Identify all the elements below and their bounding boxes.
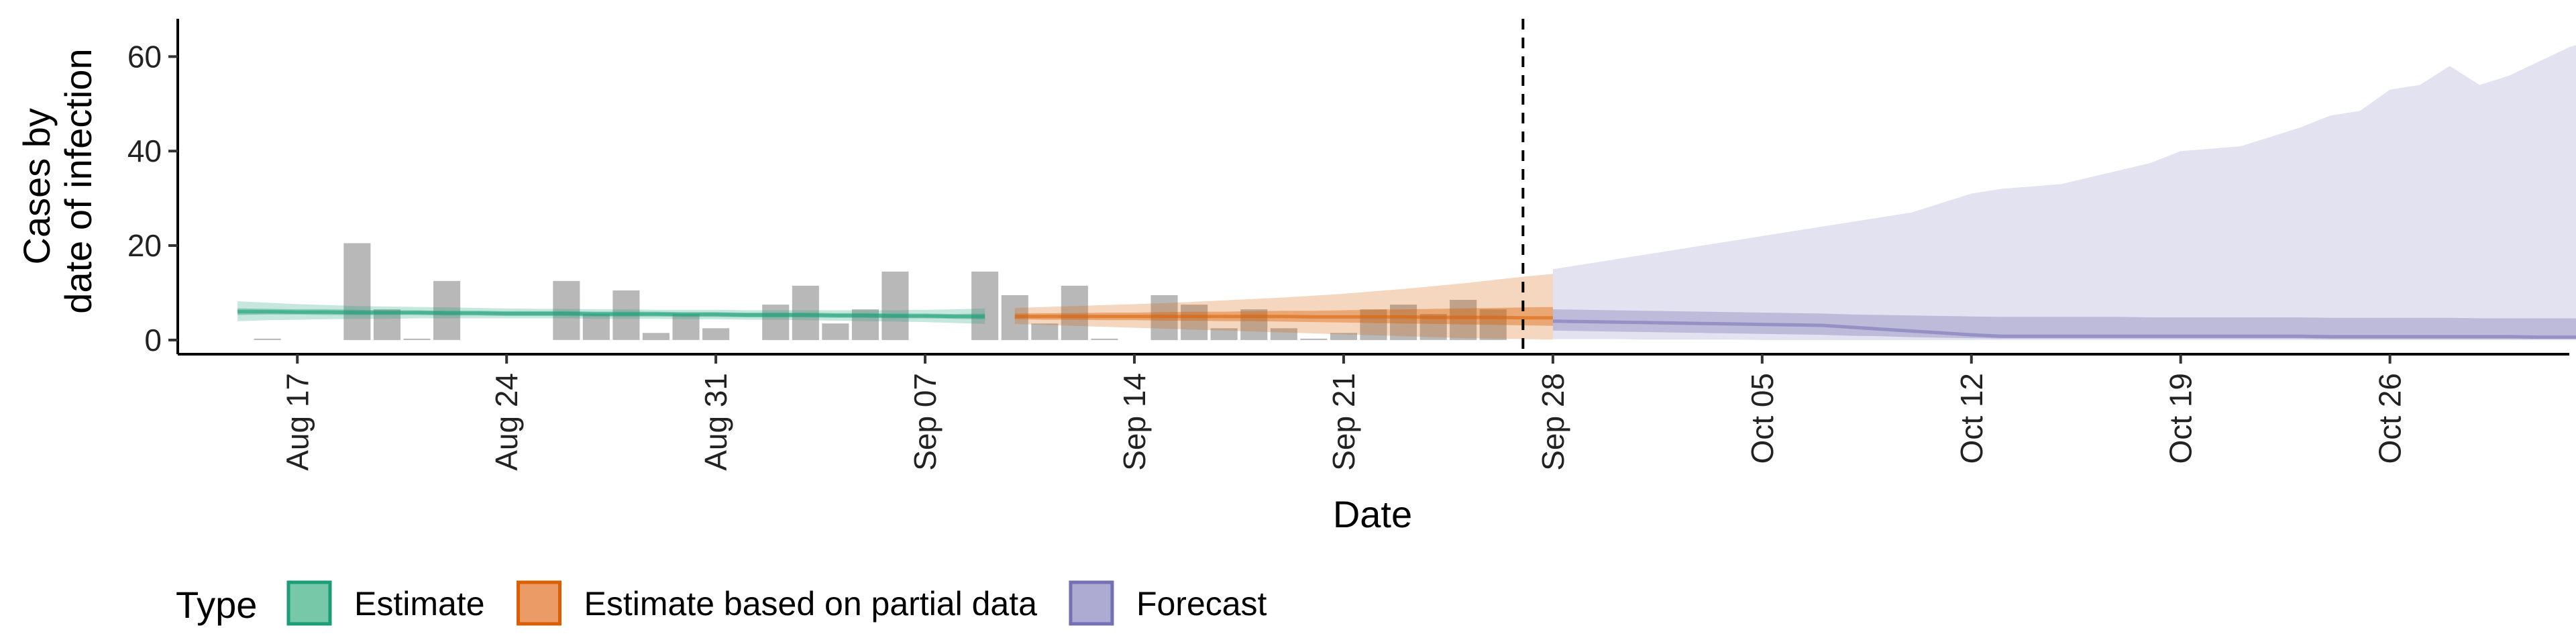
y-tick-label: 60	[127, 39, 162, 74]
plot-area	[237, 19, 2576, 354]
case-bar	[1091, 338, 1118, 340]
legend-title: Type	[176, 584, 257, 626]
case-bar	[433, 280, 461, 340]
case-bar	[1181, 305, 1208, 340]
x-tick-label: Oct 26	[2373, 373, 2408, 464]
case-bar	[1479, 309, 1507, 340]
case-bar	[822, 323, 849, 340]
x-tick-label: Oct 05	[1745, 373, 1780, 464]
case-bar	[881, 271, 909, 340]
x-tick-label: Aug 31	[698, 373, 733, 471]
x-tick-label: Oct 12	[1954, 373, 1989, 464]
case-bar	[1240, 309, 1268, 340]
y-tick-label: 20	[127, 228, 162, 263]
x-tick-label: Aug 24	[489, 373, 524, 471]
case-bar	[582, 314, 610, 340]
legend-label-1: Estimate based on partial data	[584, 585, 1038, 623]
case-bar	[1210, 328, 1238, 340]
legend-swatch-2	[1069, 580, 1114, 626]
y-axis-title: Cases by date of infection	[15, 48, 99, 313]
x-tick-label: Sep 21	[1326, 373, 1361, 471]
legend: Type Estimate Estimate based on partial d…	[176, 580, 1267, 626]
case-bar	[762, 305, 790, 340]
case-bar	[254, 338, 281, 340]
legend-swatch-0	[286, 580, 332, 626]
legend-label-2: Forecast	[1136, 585, 1267, 623]
axes: 0 20 40 60 Aug 17 Aug 24 Aug 31 Sep 07 Sep 14 Sep…	[127, 19, 2569, 471]
x-axis-title: Date	[1333, 493, 1412, 535]
x-tick-label: Sep 07	[908, 373, 943, 471]
y-tick-label: 40	[127, 133, 162, 168]
case-bar	[1390, 305, 1417, 340]
case-bar	[343, 243, 371, 340]
case-bar	[1031, 323, 1059, 340]
x-tick-label: Oct 19	[2163, 373, 2198, 464]
x-tick-label: Sep 14	[1117, 373, 1152, 471]
case-bar	[702, 328, 730, 340]
legend-label-0: Estimate	[354, 585, 485, 623]
band-50-2	[1552, 309, 2576, 339]
case-bar	[1270, 328, 1297, 340]
case-bar	[971, 271, 999, 340]
case-bar	[642, 333, 669, 340]
median-line-0	[237, 310, 985, 319]
case-bar	[1450, 300, 1477, 340]
x-tick-label: Sep 28	[1536, 373, 1570, 471]
y-tick-label: 0	[144, 323, 162, 358]
case-bar	[672, 314, 700, 340]
x-tick-label: Aug 17	[280, 373, 315, 471]
case-bar	[403, 338, 431, 340]
case-bar	[1360, 309, 1387, 340]
case-bar	[1330, 333, 1357, 340]
band-90-1	[1014, 274, 1553, 340]
case-bar	[1300, 338, 1328, 340]
case-bar	[553, 280, 580, 340]
y-axis-title-line-2: date of infection	[57, 48, 99, 313]
median-line-2	[1552, 319, 2576, 339]
median-line-1	[1014, 315, 1553, 320]
y-axis-title-line-1: Cases by	[15, 108, 58, 264]
legend-swatch-1	[517, 580, 562, 626]
case-bar	[373, 309, 400, 340]
case-bar	[1061, 285, 1088, 340]
case-bar	[792, 285, 819, 340]
band-90-2	[1552, 45, 2576, 340]
